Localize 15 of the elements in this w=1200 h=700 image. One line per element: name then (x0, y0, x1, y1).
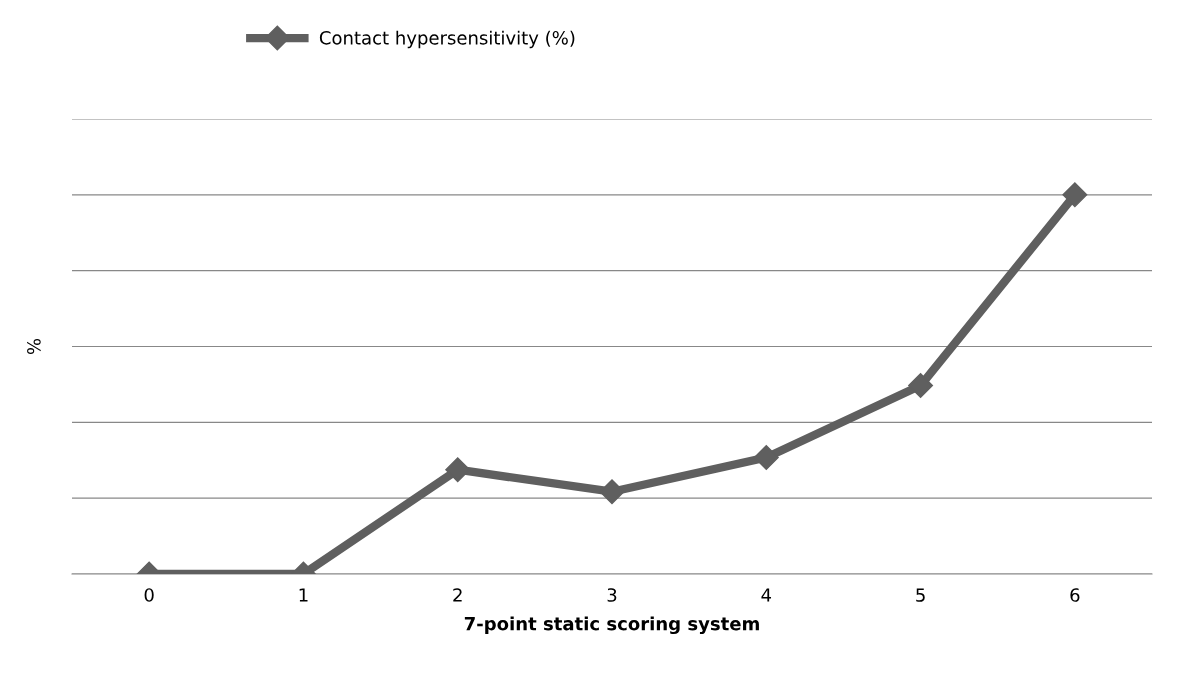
point (908, 373, 934, 399)
x-tick-label: 3 (607, 588, 617, 602)
point (599, 479, 625, 505)
point (1062, 182, 1088, 208)
x-tick-label: 0 (144, 588, 154, 602)
x-tick-label: 1 (299, 588, 308, 602)
x-tick-label: 2 (453, 588, 462, 602)
x-axis-title: 7-point static scoring system (464, 616, 759, 635)
x-tick-label: 5 (916, 588, 925, 602)
x-tick-label: 6 (1070, 588, 1080, 602)
x-tick-label: 4 (761, 588, 772, 602)
legend-label: Contact hypersensitivity (%) (319, 30, 575, 49)
y-axis-title: % (27, 338, 41, 355)
point (445, 457, 471, 483)
point (753, 445, 779, 471)
